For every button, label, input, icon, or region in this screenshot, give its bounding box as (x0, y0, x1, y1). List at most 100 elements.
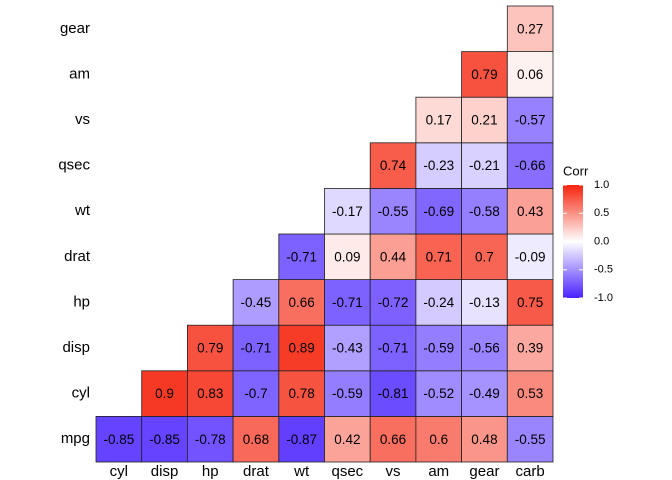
cell-label: 0.89 (289, 341, 315, 356)
cell-label: 0.78 (289, 386, 315, 401)
cell (232, 279, 280, 326)
cell-label: -0.45 (241, 295, 272, 310)
cell (324, 187, 371, 235)
cell (506, 142, 554, 189)
cell (186, 370, 234, 417)
cell-label: -0.71 (241, 341, 272, 356)
cell (415, 324, 462, 372)
cell-label: 0.39 (517, 341, 543, 356)
y-tick-label: mpg (61, 430, 90, 447)
cell-label: 0.74 (380, 158, 407, 173)
cell-label: -0.57 (515, 113, 546, 128)
cell-label: 0.66 (289, 295, 315, 310)
cell (506, 187, 554, 235)
x-tick-label: drat (243, 463, 270, 480)
x-tick-label: carb (516, 463, 545, 480)
x-tick-label: disp (151, 463, 179, 480)
cell-label: -0.69 (423, 204, 454, 219)
cell (415, 142, 462, 189)
cell (461, 415, 508, 463)
y-tick-label: qsec (58, 157, 90, 174)
cell-label: -0.09 (515, 249, 546, 264)
y-tick-label: am (69, 65, 90, 82)
cell-label: -0.85 (149, 432, 180, 447)
cell-label: -0.71 (286, 249, 317, 264)
cell-label: 0.79 (197, 341, 223, 356)
cell-label: -0.23 (423, 158, 454, 173)
heatmap: -0.85 -0.85 -0.78 0.68 -0.87 0.42 0.66 0.6 0.48 -… (95, 5, 554, 463)
cell-label: 0.43 (517, 204, 543, 219)
cell-label: -0.81 (378, 386, 409, 401)
cell (506, 324, 554, 372)
x-tick-label: wt (293, 463, 310, 480)
x-tick-label: hp (202, 463, 219, 480)
cell (186, 324, 234, 372)
cell-label: 0.6 (429, 432, 448, 447)
cell-label: -0.59 (423, 341, 454, 356)
cell-label: -0.21 (469, 158, 500, 173)
cell-label: -0.17 (332, 204, 363, 219)
cell-label: -0.55 (515, 432, 546, 447)
cell-label: -0.71 (378, 341, 409, 356)
cell (506, 96, 554, 144)
cell (278, 415, 325, 463)
cell (141, 415, 188, 463)
cell-label: 0.17 (426, 113, 452, 128)
cell-label: -0.43 (332, 341, 363, 356)
cell (415, 96, 462, 144)
cell-label: 0.75 (517, 295, 543, 310)
cell (369, 187, 417, 235)
cell-label: -0.24 (423, 295, 454, 310)
cell-label: 0.27 (517, 21, 543, 36)
cell (324, 233, 371, 280)
cell (461, 370, 508, 417)
cell-label: -0.72 (378, 295, 409, 310)
cell (415, 415, 462, 463)
x-tick-label: cyl (110, 463, 128, 480)
y-tick-label: vs (75, 111, 90, 128)
cell (324, 324, 371, 372)
cell (369, 415, 417, 463)
cell (232, 324, 280, 372)
legend-title: Corr (563, 163, 589, 178)
y-tick-label: gear (60, 20, 90, 37)
cell-label: -0.13 (469, 295, 500, 310)
cell-label: -0.52 (423, 386, 454, 401)
cell-label: 0.9 (155, 386, 174, 401)
cell-label: 0.06 (517, 67, 543, 82)
cell-label: -0.87 (286, 432, 317, 447)
cell (278, 279, 325, 326)
cell (232, 370, 280, 417)
legend-tick-label: 1.0 (594, 179, 609, 191)
cell (278, 233, 325, 280)
cell-label: -0.59 (332, 386, 363, 401)
cell-label: -0.71 (332, 295, 363, 310)
colorbar (563, 185, 583, 298)
cell (506, 279, 554, 326)
y-tick-label: disp (62, 339, 90, 356)
cell-label: 0.09 (334, 249, 360, 264)
cell (506, 5, 554, 52)
cell-label: 0.42 (334, 432, 360, 447)
x-tick-label: vs (386, 463, 401, 480)
cell (95, 415, 143, 463)
cell-label: -0.85 (103, 432, 134, 447)
cell-label: -0.58 (469, 204, 500, 219)
cell-label: 0.79 (471, 67, 497, 82)
cell (461, 51, 508, 98)
cell (506, 370, 554, 417)
cell-label: 0.53 (517, 386, 543, 401)
cell (506, 233, 554, 280)
cell-label: -0.78 (195, 432, 226, 447)
cell-label: 0.71 (426, 249, 452, 264)
cell (415, 370, 462, 417)
cell-label: 0.83 (197, 386, 223, 401)
legend-tick-label: 0.5 (594, 207, 609, 219)
cell-label: 0.44 (380, 249, 407, 264)
cell-label: -0.56 (469, 341, 500, 356)
x-tick-label: gear (469, 463, 499, 480)
x-tick-label: am (428, 463, 449, 480)
cell-label: 0.7 (475, 249, 494, 264)
cell-label: -0.49 (469, 386, 500, 401)
